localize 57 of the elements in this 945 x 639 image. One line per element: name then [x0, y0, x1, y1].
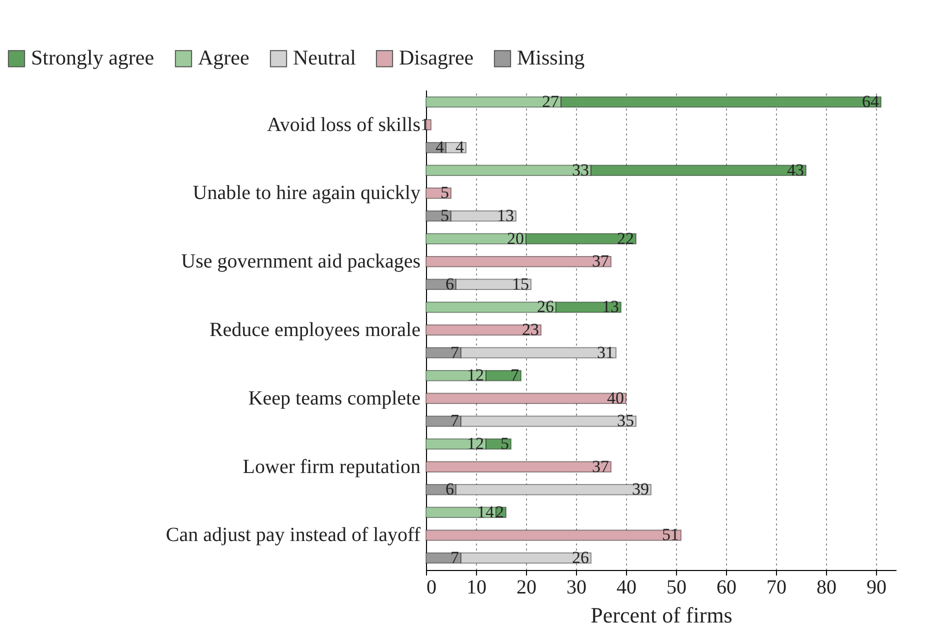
data-label: 12	[467, 366, 484, 385]
data-label: 39	[632, 480, 649, 499]
y-tick-label: Reduce employees morale	[209, 319, 421, 341]
y-tick-label: Keep teams complete	[248, 387, 421, 410]
data-label: 14	[477, 502, 494, 522]
data-label: 13	[497, 206, 514, 225]
data-label: 37	[592, 252, 610, 271]
data-label: 20	[507, 228, 524, 248]
data-label: 23	[522, 320, 539, 339]
legend-label: Strongly agree	[31, 46, 154, 70]
data-label: 7	[450, 411, 460, 430]
x-tick-label: 80	[816, 576, 836, 598]
data-label: 5	[440, 206, 449, 225]
y-tick-label: Use government aid packages	[181, 250, 421, 273]
legend-label: Disagree	[399, 46, 474, 70]
data-label: 6	[446, 274, 454, 294]
x-tick-label: 0	[426, 576, 436, 598]
x-tick-label: 10	[466, 576, 486, 598]
data-label: 7	[450, 342, 460, 362]
x-tick-label: 20	[516, 576, 536, 598]
data-label: 37	[592, 456, 610, 476]
data-label: 26	[537, 297, 554, 316]
y-tick-label: Unable to hire again quickly	[192, 182, 420, 204]
data-label: 40	[607, 388, 624, 408]
legend-label: Agree	[198, 46, 250, 70]
data-label: 43	[787, 160, 804, 180]
data-label: 5	[440, 183, 449, 202]
data-label: 5	[500, 434, 509, 454]
data-label: 51	[662, 525, 679, 544]
data-label: 4	[436, 138, 444, 157]
x-tick-label: 90	[866, 576, 886, 598]
y-tick-label: Lower firm reputation	[242, 456, 420, 478]
x-tick-label: 70	[766, 576, 786, 598]
data-label: 31	[597, 342, 614, 362]
data-label: 13	[602, 297, 619, 316]
x-axis-title: Percent of firms	[590, 602, 732, 628]
data-label: 7	[450, 548, 460, 568]
data-label: 12	[467, 434, 484, 454]
data-label: 35	[617, 411, 634, 430]
data-label: 26	[572, 548, 589, 568]
legend-label: Neutral	[293, 46, 356, 70]
x-tick-label: 60	[716, 576, 736, 598]
legend-label: Missing	[517, 46, 586, 70]
x-tick-label: 30	[566, 576, 586, 598]
y-tick-label: Can adjust pay instead of layoff	[166, 524, 421, 546]
y-tick-label: Avoid loss of skills	[266, 114, 421, 136]
data-label: 7	[510, 366, 520, 385]
data-label: 2	[496, 502, 504, 522]
data-label: 33	[572, 160, 589, 180]
x-tick-label: 50	[666, 576, 686, 598]
data-label: 6	[446, 480, 454, 499]
data-label: 15	[512, 274, 529, 294]
data-label: 4	[456, 138, 464, 157]
data-label: 64	[862, 92, 880, 111]
x-tick-label: 40	[616, 576, 636, 598]
data-label: 22	[617, 228, 634, 248]
data-label: 27	[542, 92, 560, 111]
